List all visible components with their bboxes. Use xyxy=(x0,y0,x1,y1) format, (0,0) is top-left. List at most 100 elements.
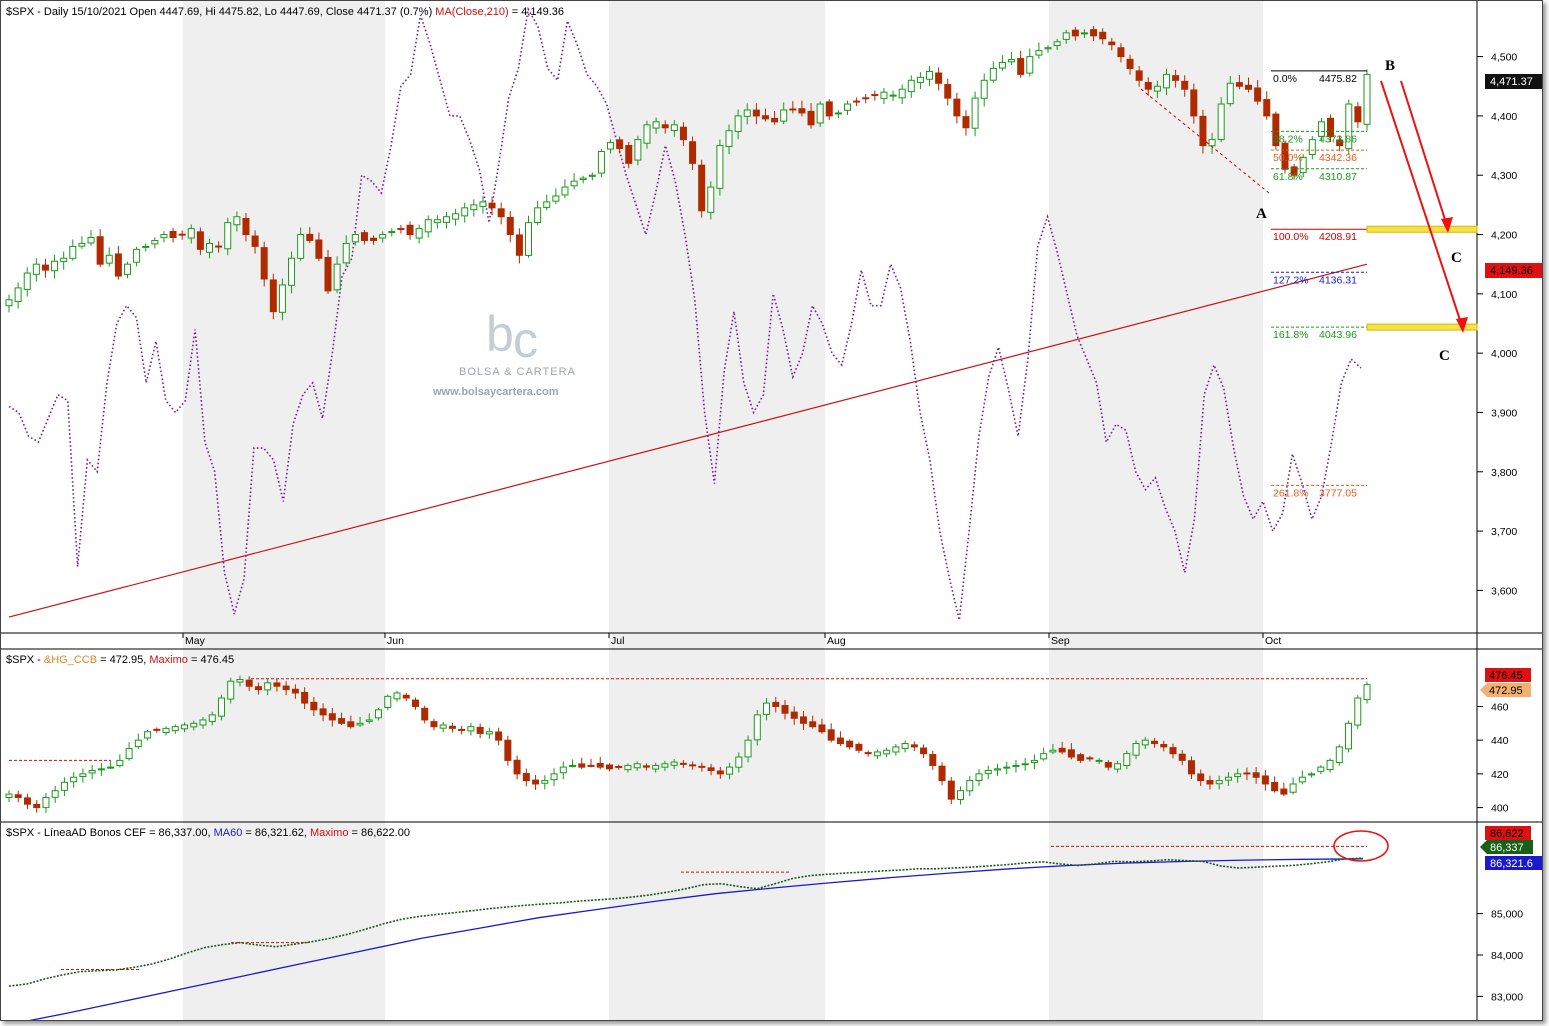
panel2-body xyxy=(375,709,383,719)
candle-body xyxy=(87,236,95,244)
panel2-body xyxy=(134,739,142,748)
panel2-body xyxy=(1326,759,1334,770)
price-axis-tick-label: 4,200 xyxy=(1491,230,1517,242)
fib-ext-label: 100.0% xyxy=(1273,231,1309,243)
panel2-body xyxy=(162,727,170,734)
candle-body xyxy=(616,139,624,150)
candle-body xyxy=(1026,56,1034,74)
candle-body xyxy=(552,195,560,202)
panel2-body xyxy=(365,719,373,722)
candle-body xyxy=(926,70,934,80)
highlight-circle xyxy=(1333,830,1389,862)
panel2-body xyxy=(97,768,105,771)
candle-body xyxy=(470,204,478,211)
fib-ext-label: 161.8% xyxy=(1273,329,1309,341)
panel2-body xyxy=(273,682,281,687)
candle-body xyxy=(370,237,378,241)
candle-body xyxy=(889,94,897,97)
panel3-tick-label: 83,000 xyxy=(1491,991,1523,1003)
candle-body xyxy=(716,145,724,189)
candle-body xyxy=(825,101,833,117)
watermark-brand: BOLSA & CARTERA xyxy=(459,366,576,378)
candle-body xyxy=(871,94,879,97)
annotation-a: A xyxy=(1256,206,1267,222)
panel3-axis: 85,000 84,000 83,000 xyxy=(1477,909,1523,1003)
candle-body xyxy=(1062,32,1070,40)
month-label: Oct xyxy=(1265,635,1281,647)
panel2-body xyxy=(532,779,540,785)
candle-body xyxy=(1299,156,1307,174)
candle-body xyxy=(1308,139,1316,155)
candle-body xyxy=(41,264,49,271)
candle-body xyxy=(114,253,122,277)
price-tag-last: 4,471.37 xyxy=(1485,74,1542,89)
panel2-body xyxy=(1252,772,1260,778)
panel2-body xyxy=(458,728,466,731)
panel2-body xyxy=(873,751,881,757)
candle-body xyxy=(1272,113,1280,147)
price-axis-tick-label: 4,400 xyxy=(1491,111,1517,123)
panel2-body xyxy=(735,756,743,768)
candle-body xyxy=(670,124,678,131)
candle-body xyxy=(5,299,13,307)
panel2-body xyxy=(384,695,392,708)
price-axis-tick-label: 4,300 xyxy=(1491,170,1517,182)
svg-text:476.45: 476.45 xyxy=(1489,670,1523,682)
panel3-header: $SPX - LíneaAD Bonos CEF = 86,337.00, MA… xyxy=(6,827,410,839)
price-axis-tick-label: 3,800 xyxy=(1491,467,1517,479)
panel2-body xyxy=(929,754,937,766)
candle-body xyxy=(1035,50,1043,56)
panel2-body xyxy=(883,749,891,755)
panel2-body xyxy=(550,773,558,781)
candle-body xyxy=(989,67,997,81)
panel2-body xyxy=(947,780,955,800)
candle-body xyxy=(780,109,788,122)
panel2-body xyxy=(790,711,798,719)
candle-body xyxy=(406,224,414,236)
panel2-body xyxy=(1141,739,1149,746)
annotation-c2: C xyxy=(1439,348,1450,364)
candle-body xyxy=(1336,139,1344,147)
candle-body xyxy=(14,287,22,303)
candle-body xyxy=(771,117,779,123)
panel2-body xyxy=(227,680,235,700)
price-axis-tick-label: 4,100 xyxy=(1491,289,1517,301)
candle-body xyxy=(1345,103,1353,150)
oscillator-path xyxy=(8,6,1362,621)
candle-body xyxy=(661,124,669,129)
panel2-body xyxy=(633,763,641,769)
panel2-body xyxy=(587,764,595,767)
panel2-body xyxy=(920,747,928,755)
target-band-1 xyxy=(1366,225,1478,233)
panel2-body xyxy=(781,705,789,714)
panel2-body xyxy=(485,731,493,735)
panel2-body xyxy=(116,759,124,767)
fib-label: 0.0% xyxy=(1273,73,1297,85)
arrow-1 xyxy=(1400,80,1449,230)
panel2-body xyxy=(23,797,31,805)
candle-body xyxy=(187,228,195,239)
panel2-body xyxy=(615,765,623,768)
panel2-max-tag: 476.45 xyxy=(1485,668,1531,682)
candle-body xyxy=(707,186,715,213)
candle-body xyxy=(388,231,396,234)
candle-body xyxy=(1071,29,1079,37)
panel2-body xyxy=(1280,788,1288,795)
candle-body xyxy=(698,164,706,212)
panel2-body xyxy=(421,707,429,721)
candle-body xyxy=(1208,139,1216,147)
candle-body xyxy=(1290,166,1298,176)
candle-body xyxy=(570,180,578,187)
panel2-body xyxy=(1067,749,1075,758)
candle-body xyxy=(442,216,450,223)
copper-gold-candles xyxy=(5,675,1371,813)
panel2-body xyxy=(5,793,13,798)
month-label: Jun xyxy=(387,635,404,647)
candle-body xyxy=(743,109,751,117)
panel2-body xyxy=(772,701,780,707)
panel2-body xyxy=(208,714,216,722)
watermark-url: www.bolsaycartera.com xyxy=(432,386,559,398)
candle-body xyxy=(752,109,760,117)
month-label: Jul xyxy=(611,635,624,647)
panel2-body xyxy=(430,721,438,728)
